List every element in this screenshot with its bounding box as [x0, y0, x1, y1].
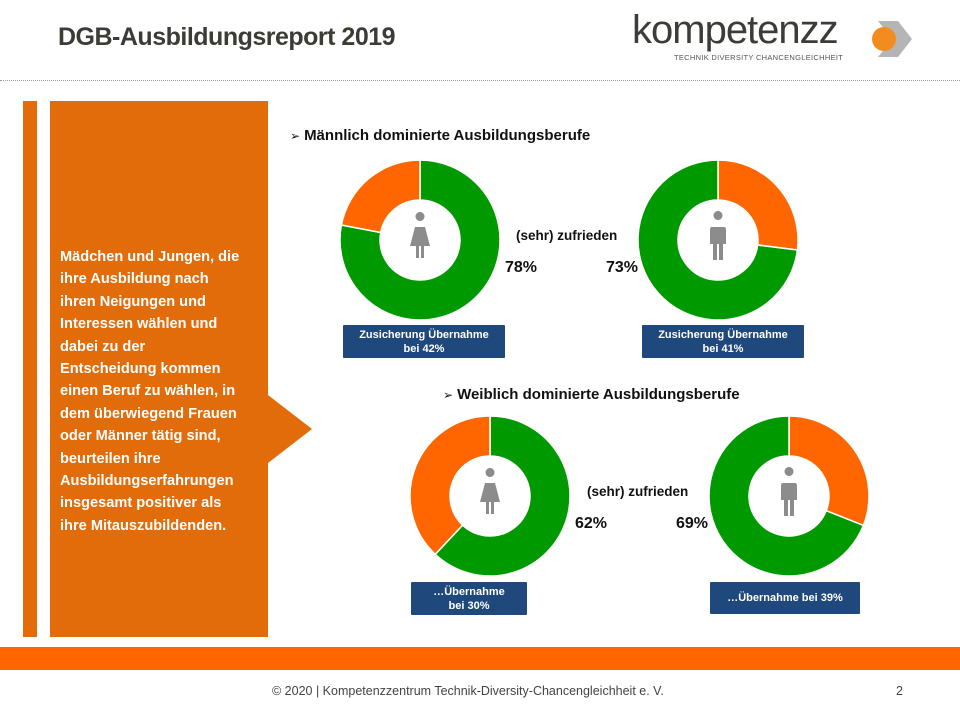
slice-not-satisfied: [340, 159, 421, 234]
female-icon: [410, 212, 430, 258]
logo-wordmark: kompetenzz: [632, 8, 839, 52]
pct-label-female: 62%: [575, 515, 608, 532]
slice-satisfied: [434, 415, 571, 577]
bullet-arrow-icon: ➢: [290, 129, 301, 143]
footer-copyright: © 2020 | Kompetenzzentrum Technik-Divers…: [272, 684, 664, 698]
logo-mark-icon: [872, 21, 912, 57]
header-divider: [0, 80, 960, 81]
logo-tagline: TECHNIK DIVERSITY CHANCENGLEICHHEIT: [674, 53, 844, 62]
page-number: 2: [896, 684, 903, 698]
section-heading-text: Weiblich dominierte Ausbildungsberufe: [457, 386, 740, 403]
slide-title: DGB-Ausbildungsreport 2019: [58, 23, 396, 51]
section-heading-female-dominated: ➢ Weiblich dominierte Ausbildungsberufe: [443, 386, 740, 403]
satisfied-label: (sehr) zufrieden: [516, 228, 618, 243]
callout-shape: [50, 101, 312, 637]
pct-label-female: 78%: [505, 259, 538, 276]
male-icon: [710, 211, 726, 260]
bullet-arrow-icon: ➢: [443, 388, 454, 402]
takeover-badge: …Übernahme bei 30%: [411, 582, 527, 615]
footer-bar: [0, 647, 960, 670]
female-icon: [480, 468, 500, 514]
kompetenzz-logo: kompetenzz TECHNIK DIVERSITY CHANCENGLEI…: [632, 8, 922, 64]
callout-text: Mädchen und Jungen, die ihre Ausbildung …: [60, 249, 240, 534]
section-heading-text: Männlich dominierte Ausbildungsberufe: [304, 127, 591, 144]
slice-not-satisfied: [717, 159, 799, 251]
section-heading-male-dominated: ➢ Männlich dominierte Ausbildungsberufe: [290, 127, 590, 144]
donut-chart-4: [708, 415, 870, 577]
slice-not-satisfied: [788, 415, 870, 527]
donut-chart-1: [339, 159, 501, 321]
satisfied-label: (sehr) zufrieden: [587, 484, 689, 499]
slice-satisfied: [339, 159, 501, 321]
takeover-badge: Zusicherung Übernahme bei 41%: [642, 325, 804, 358]
pct-label-male: 73%: [606, 259, 639, 276]
male-icon: [781, 467, 797, 516]
donut-chart-3: [409, 415, 571, 577]
left-accent-bar: [23, 101, 37, 637]
takeover-badge: …Übernahme bei 39%: [710, 582, 860, 614]
donut-chart-2: [637, 159, 799, 321]
callout-box: [50, 101, 312, 637]
slice-not-satisfied: [409, 415, 491, 556]
slice-satisfied: [708, 415, 865, 577]
pct-label-male: 69%: [676, 515, 709, 532]
slice-satisfied: [637, 159, 799, 321]
takeover-badge: Zusicherung Übernahme bei 42%: [343, 325, 505, 358]
